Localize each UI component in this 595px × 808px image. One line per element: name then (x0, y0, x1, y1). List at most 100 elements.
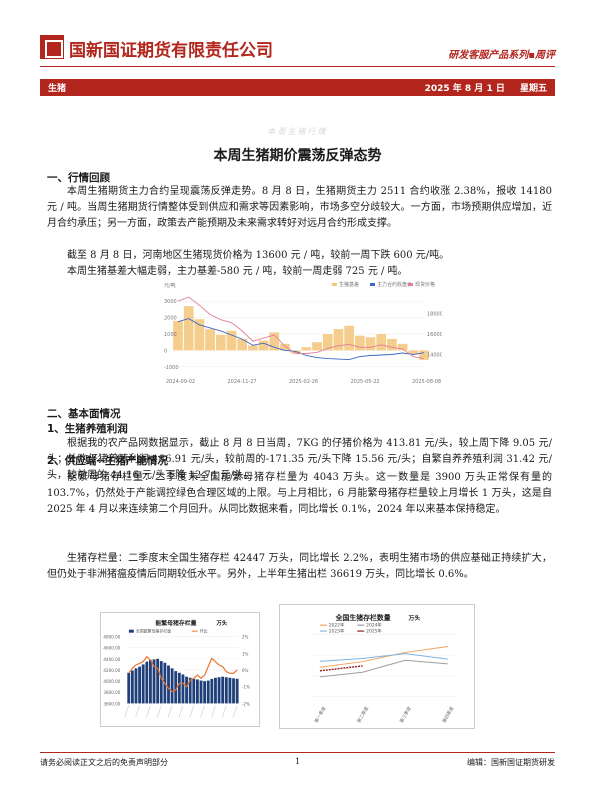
basis-bar (258, 340, 269, 351)
main-ytick-left: -1000 (164, 365, 179, 371)
main-legend-swatch (408, 283, 413, 286)
basis-bar (248, 345, 258, 351)
main-ytick-right: 16000 (427, 332, 442, 338)
sow-bar (167, 665, 170, 704)
sow-bar (145, 661, 149, 704)
main-legend-label: 主力合约收盘价 (377, 281, 412, 288)
sow-legend-label: 全国能繁母猪存栏量 (136, 629, 171, 634)
basis-price-chart: 元/吨 生猪基差 主力合约收盘价 现货价格 3000 2000 1000 0 -1000 18… (162, 279, 442, 385)
basis-bar (387, 338, 397, 351)
basis-bar (333, 329, 344, 351)
basis-bar (408, 350, 419, 354)
sow-bar (141, 664, 145, 704)
price-series (177, 296, 425, 361)
sow-ytick-right: -1% (242, 685, 250, 690)
main-ytick-left: 2000 (164, 316, 177, 322)
basis-bar (376, 334, 387, 351)
basis-bar (322, 334, 333, 351)
sow-xtick-mark (167, 705, 173, 718)
sow-bar (232, 678, 235, 704)
subsection-profit: 1、生猪养殖利润 (47, 423, 128, 435)
sow-bar (214, 677, 217, 704)
hog-series-line (319, 659, 448, 678)
report-weekday: 星期五 (519, 84, 547, 94)
price-line (177, 296, 425, 360)
category-label: 生猪 (48, 84, 67, 94)
inventory-paragraph: 生猪存栏量：二季度末全国生猪存栏 42447 万头，同比增长 2.2%，表明生猪… (47, 553, 552, 580)
main-xtick: 2025-05-22 (351, 379, 380, 385)
sow-bar (221, 676, 225, 704)
sow-xtick-mark (135, 705, 140, 718)
review-paragraph-1: 本周生猪期货主力合约呈现震荡反弹走势。8 月 8 日，生猪期货主力 2511 合… (47, 186, 552, 229)
sow-xtick-mark (189, 705, 194, 718)
sow-chart-title: 能繁母猪存栏量 (155, 619, 196, 627)
sow-bar (177, 672, 181, 704)
sow-legend-swatch (128, 629, 134, 633)
sow-xtick-mark (233, 705, 238, 718)
hog-legend-label: 2022年 (329, 622, 345, 629)
page-number: 1 (294, 757, 301, 766)
basis-bar (173, 320, 183, 351)
basis-bar (419, 350, 429, 360)
sow-bars (124, 658, 239, 718)
hog-chart-title: 全国生猪存栏数量 (335, 613, 391, 622)
main-ytick-left: 3000 (164, 299, 177, 305)
report-title: 本周生猪期价震荡反弹态势 (213, 148, 382, 164)
disclaimer-note: 请务必阅读正文之后的免责声明部分 (40, 758, 168, 767)
hog-lines (319, 646, 448, 678)
header-rule (40, 66, 555, 67)
basis-bar (205, 329, 215, 351)
sow-ytick: 4200.00 (103, 668, 120, 673)
main-legend-swatch (332, 283, 337, 286)
subsection-capacity: 2、供应端--生猪产能情况 (47, 455, 169, 467)
sow-ytick-right: 0% (242, 668, 249, 673)
sow-bar (192, 678, 196, 704)
basis-bar (301, 347, 312, 351)
basis-bar (312, 342, 322, 351)
sow-bar (199, 680, 203, 704)
sow-bar (149, 659, 152, 704)
sow-xtick-mark (146, 705, 151, 718)
section-heading-review: 一、行情回顾 (47, 172, 110, 184)
category-band: 生猪 2025 年 8 月 1 日 星期五 (40, 79, 555, 96)
basis-bar (226, 330, 237, 351)
sow-bar (159, 661, 163, 704)
hog-series-line (319, 646, 448, 668)
main-xtick: 2025-08-08 (412, 379, 441, 385)
report-series: 研发客服产品系列▪周评 (448, 50, 555, 61)
sow-ytick-right: -2% (242, 701, 250, 706)
sow-ytick: 4600.00 (103, 646, 120, 651)
sow-bar (228, 677, 232, 704)
editor-note: 编辑：国新国证期货研发 (467, 758, 555, 767)
sow-mom-line (128, 655, 238, 693)
main-ytick-right: 14000 (427, 353, 442, 359)
sow-bar (188, 677, 192, 704)
company-name: 国新国证期货有限责任公司 (69, 41, 273, 61)
hog-grid (310, 634, 458, 697)
sow-xtick-mark (157, 705, 162, 718)
hog-legend-label: 2023年 (329, 628, 345, 635)
sow-legend-label: 环比 (200, 629, 208, 634)
sow-ytick: 4000.00 (103, 679, 120, 684)
sow-bar (156, 658, 160, 704)
basis-bar (344, 325, 354, 351)
basis-bar (183, 306, 194, 351)
main-legend-swatch (370, 283, 375, 286)
sow-legend: 全国能繁母猪存栏量 环比 (128, 629, 208, 634)
basis-bar (354, 335, 365, 351)
sow-xtick-mark (124, 705, 129, 718)
company-logo (40, 35, 64, 59)
sow-bar (170, 668, 174, 704)
band-date-group: 2025 年 8 月 1 日 星期五 (413, 81, 547, 94)
sow-bar (235, 678, 239, 704)
sow-xtick-mark (211, 705, 216, 718)
sow-ytick: 3800.00 (103, 690, 120, 695)
hog-chart-unit: 万头 (407, 614, 420, 622)
main-legend-label: 现货价格 (415, 281, 435, 288)
sow-inventory-chart: 能繁母猪存栏量 万头 全国能繁母猪存栏量 环比 4800.00 4600.00 440… (100, 612, 260, 727)
sow-paragraph: 能繁母猪存栏量：二季度末全国能繁母猪存栏量为 4043 万头。这一数量是 390… (47, 472, 552, 515)
main-legend: 生猪基差 主力合约收盘价 现货价格 (332, 281, 435, 288)
hog-series-line (319, 665, 363, 672)
hog-legend-label: 2024年 (366, 622, 382, 629)
basis-series (173, 306, 429, 360)
